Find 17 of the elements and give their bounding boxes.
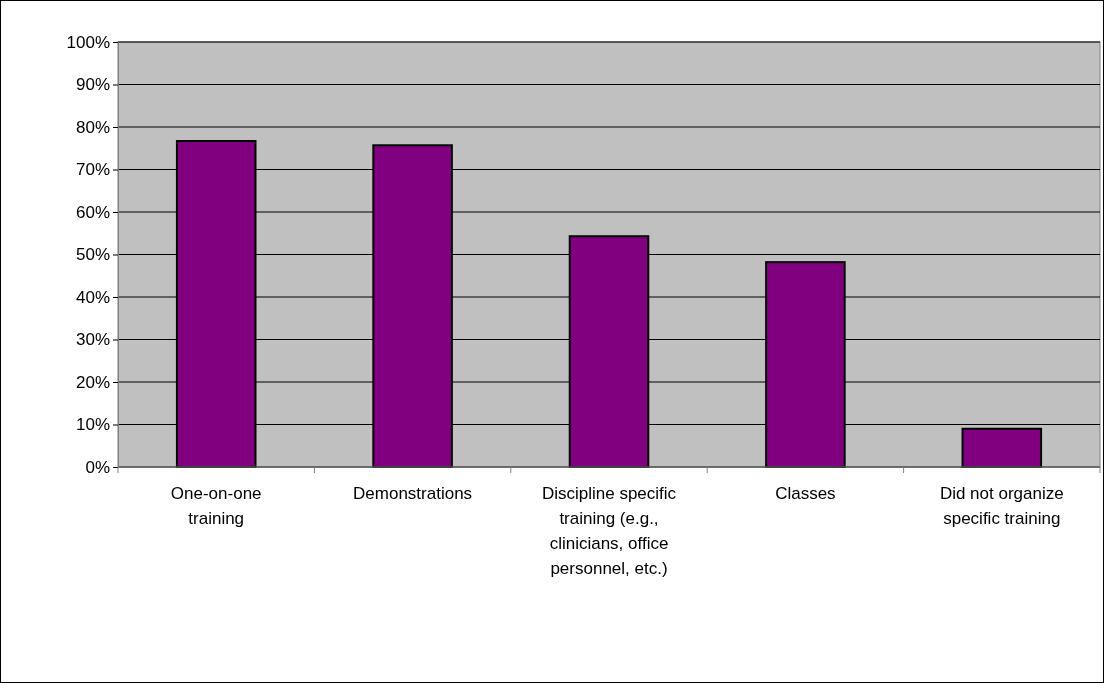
x-tick-label: Demonstrations [353, 484, 473, 503]
x-tick-label: Classes [775, 484, 836, 503]
y-tick-label: 30% [75, 330, 110, 350]
y-tick-label: 70% [75, 160, 110, 180]
y-tick-label: 100% [66, 32, 110, 52]
y-tick-label: 10% [75, 415, 110, 435]
x-tick-label: One-on-one training [170, 484, 262, 528]
bar [961, 427, 1043, 468]
x-tick-label: Did not organize specific training [939, 484, 1064, 528]
y-tick-label: 0% [85, 457, 110, 477]
x-tick-label: Discipline specific training (e.g., clinicians, office personnel, etc.) [541, 484, 677, 578]
y-tick-label: 40% [75, 287, 110, 307]
y-tick-label: 90% [75, 75, 110, 95]
y-tick-label: 80% [75, 117, 110, 137]
y-tick-label: 20% [75, 372, 110, 392]
y-tick-label: 60% [75, 202, 110, 222]
y-tick-label: 50% [75, 245, 110, 265]
